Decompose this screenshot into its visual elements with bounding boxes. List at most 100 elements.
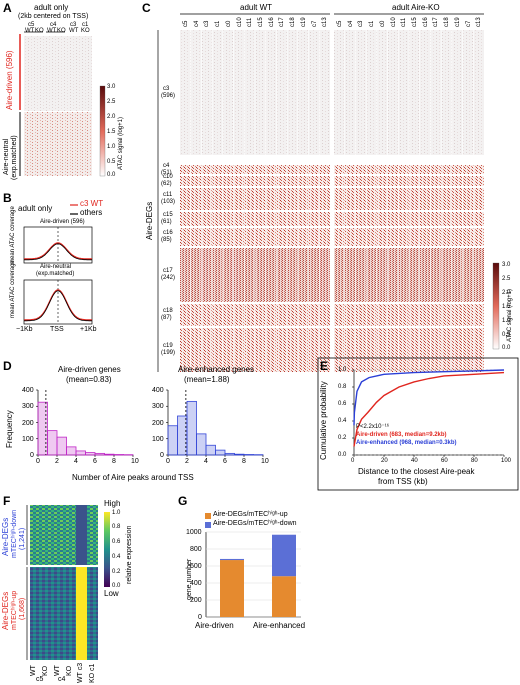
- c-col-ko-c4: c4: [347, 20, 354, 27]
- c-row-count-c3: (596): [161, 92, 176, 99]
- d-ytick-2-400: 400: [152, 387, 164, 394]
- f-group2-b: mTECʰⁱᵍʰ-up: [11, 590, 18, 630]
- panel-e-letter: E: [320, 359, 329, 373]
- f-group2-a: Aire-DEGs: [1, 591, 10, 630]
- d-bar-2-4: [205, 444, 216, 456]
- d-xtick-1-4: 4: [74, 458, 78, 465]
- d-bar-1-2: [56, 436, 67, 456]
- c-row-count-c11: (103): [161, 199, 176, 205]
- c-col-wt-c18: c18: [290, 17, 297, 27]
- d-xtick-2-8: 8: [242, 458, 246, 465]
- d-ytick-2-100: 100: [152, 435, 164, 443]
- f-col-ko1: KO: [42, 665, 49, 676]
- g-ytick-1000: 1000: [186, 529, 202, 536]
- c-ylabel: Aire-DEGs: [145, 201, 154, 240]
- d-bar-1-7: [104, 453, 115, 456]
- f-cbar-low: Low: [104, 589, 119, 598]
- e-xtick-100: 100: [501, 458, 512, 464]
- col-sub-ko3: KO: [81, 28, 90, 34]
- g-ytick-800: 800: [190, 546, 202, 553]
- d-xtick-2-4: 4: [204, 458, 208, 465]
- cbar-a-tick-0: 0.0: [107, 172, 116, 178]
- g-ytick-0: 0: [198, 614, 202, 621]
- b-ylabel-1: mean ATAC coverage: [10, 206, 16, 264]
- heatmap-aire-driven: [24, 36, 92, 111]
- c-row-name-c18: c18: [163, 308, 173, 314]
- d-ytick-1-400: 400: [22, 387, 34, 394]
- group-aire-neutral-sub: (exp.matched): [11, 135, 18, 180]
- e-ytick-0.2: 0.2: [338, 435, 347, 441]
- f-cbar-tick-06: 0.6: [112, 539, 121, 545]
- d-mean-2: (mean=1.88): [184, 375, 230, 384]
- e-series-driven: [353, 371, 505, 447]
- d-xtick-2-2: 2: [185, 458, 189, 465]
- profile-aire-driven-c3wt-line: [24, 242, 92, 260]
- d-bar-1-5: [85, 452, 96, 456]
- col-label-c1: c1: [82, 22, 89, 28]
- c-row-count-c16: (85): [161, 237, 172, 243]
- d-ylabel: Frequency: [5, 410, 14, 448]
- cbar-c-label: ATAC signal (log+1): [507, 289, 513, 342]
- f-col-wt1: WT: [30, 665, 37, 676]
- e-pvalue: P<2.2x10⁻¹⁶: [356, 424, 390, 430]
- c-row-count-c10: (62): [161, 181, 172, 187]
- e-xlabel-1: Distance to the closest Aire-peak: [358, 467, 475, 476]
- c-col-ko-c18: c18: [444, 17, 451, 27]
- d-xtick-2-10: 10: [261, 458, 269, 465]
- cbar-c-tick-15: 1.5: [502, 304, 511, 310]
- colorbar-f: [104, 512, 110, 587]
- c-col-ko-c0: c0: [379, 20, 386, 27]
- g-legend-up: Aire-DEGs/mTECʰⁱᵍʰ-up: [213, 511, 288, 518]
- g-bar-Aire-driven-down: [220, 558, 244, 561]
- d-bar-1-4: [75, 450, 86, 456]
- cbar-c-tick-05: 0.5: [502, 332, 511, 338]
- e-xlabel-2: from TSS (kb): [378, 477, 428, 486]
- c-col-wt-c16: c16: [268, 17, 275, 27]
- heatmap-f-down: [30, 505, 98, 565]
- legend-c3wt: c3 WT: [80, 199, 104, 208]
- panel-a-graphics: [19, 31, 106, 177]
- d-ytick-1-0: 0: [30, 452, 34, 459]
- c-col-ko-c3: c3: [358, 20, 365, 27]
- f-cbar-high: High: [104, 499, 121, 508]
- cbar-c-tick-1: 1.0: [502, 318, 511, 324]
- c-row-name-c17: c17: [163, 268, 173, 274]
- c-col-ko-c13: c13: [476, 17, 483, 27]
- c-col-wt-c19: c19: [300, 17, 307, 27]
- e-xtick-40: 40: [411, 458, 418, 464]
- heatmap-f-up: [30, 567, 98, 660]
- g-cat-enhanced: Aire-enhanced: [253, 621, 306, 630]
- d-bar-2-7: [234, 453, 245, 456]
- g-ytick-200: 200: [190, 597, 202, 604]
- legend-others: others: [80, 208, 103, 217]
- c-col-ko-c17: c17: [433, 17, 440, 27]
- cbar-c-tick-0: 0.0: [502, 345, 511, 351]
- f-group1-b: mTECʰⁱᵍʰ-down: [11, 509, 18, 558]
- col-label-c3: c3: [70, 22, 77, 28]
- d-bar-2-0: [167, 425, 178, 456]
- g-ytick-400: 400: [190, 580, 202, 587]
- c-col-wt-c17: c17: [279, 17, 286, 27]
- c-row-name-c11: c11: [163, 192, 173, 198]
- c-row-name-c16: c16: [163, 230, 173, 236]
- panel-f-letter: F: [3, 494, 11, 508]
- d-bar-1-0: [37, 401, 48, 456]
- c-col-ko-c19: c19: [454, 17, 461, 27]
- e-ytick-0.6: 0.6: [338, 401, 347, 407]
- c-col-wt-c10: c10: [236, 17, 243, 27]
- g-cat-driven: Aire-driven: [195, 621, 234, 630]
- b-xtick-tss: TSS: [50, 326, 64, 333]
- d-xtick-1-10: 10: [131, 458, 139, 465]
- d-bar-2-5: [215, 449, 226, 456]
- c-col-wt-c13: c13: [322, 17, 329, 27]
- c-row-count-c19: (199): [161, 350, 176, 356]
- col-sub-ko1: KO: [35, 28, 44, 34]
- g-ytick-600: 600: [190, 563, 202, 570]
- c-col-wt-c3: c3: [204, 20, 211, 27]
- f-group2-c: (1,668): [19, 597, 26, 620]
- f-col-wtc3: WT c3: [77, 662, 84, 683]
- panel-d-letter: D: [3, 359, 12, 373]
- group-adult-wt: adult WT: [240, 3, 273, 12]
- c-col-ko-c15: c15: [412, 17, 418, 27]
